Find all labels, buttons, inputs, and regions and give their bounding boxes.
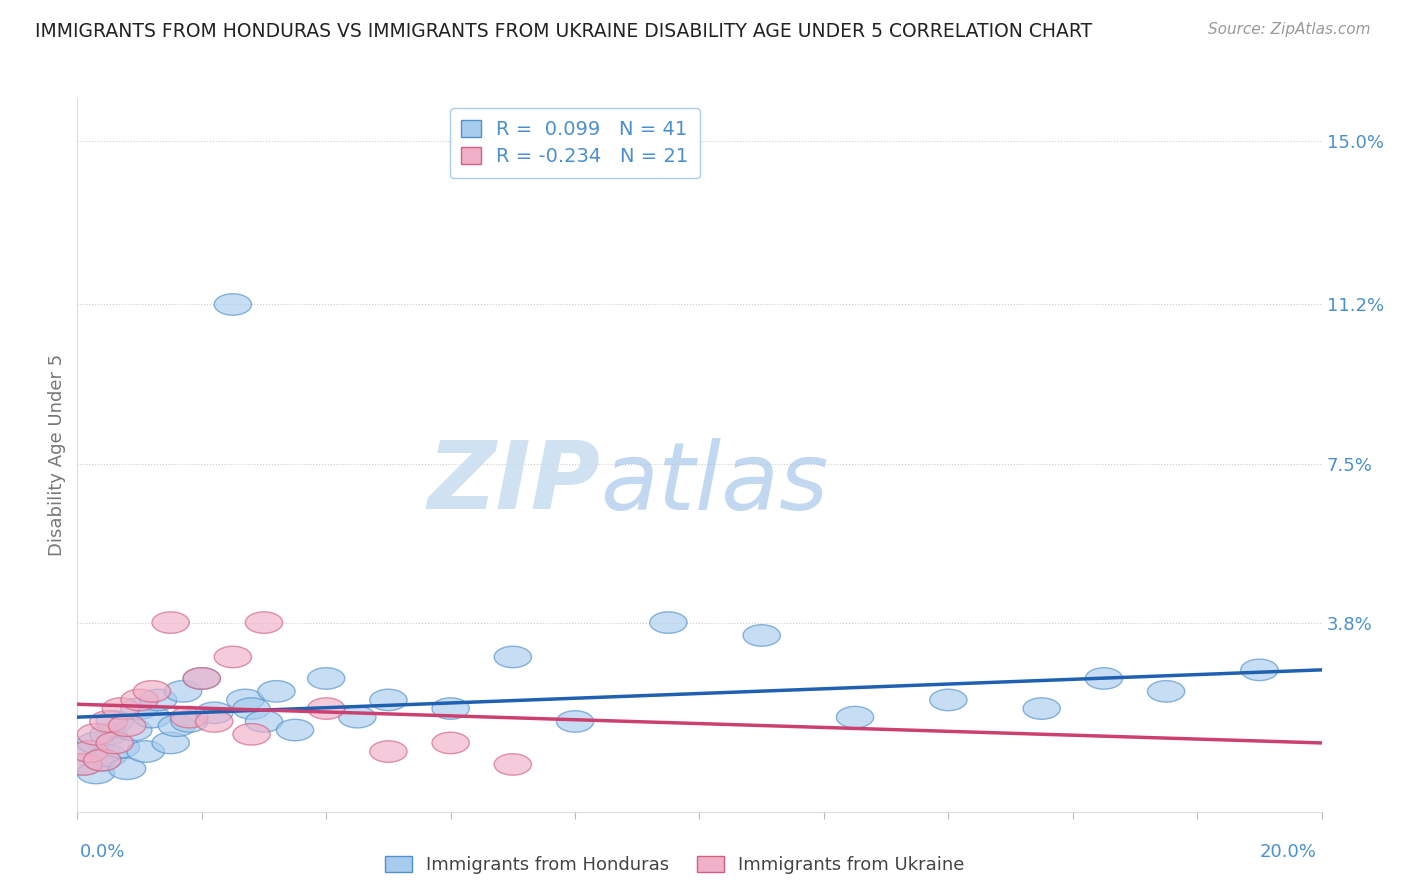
- Ellipse shape: [837, 706, 873, 728]
- Ellipse shape: [96, 711, 134, 732]
- Ellipse shape: [308, 698, 344, 719]
- Ellipse shape: [72, 740, 108, 763]
- Ellipse shape: [557, 711, 593, 732]
- Ellipse shape: [65, 754, 103, 775]
- Text: 0.0%: 0.0%: [80, 843, 125, 861]
- Ellipse shape: [1240, 659, 1278, 681]
- Ellipse shape: [108, 758, 146, 780]
- Ellipse shape: [65, 754, 103, 775]
- Ellipse shape: [195, 702, 233, 723]
- Ellipse shape: [170, 711, 208, 732]
- Legend: Immigrants from Honduras, Immigrants from Ukraine: Immigrants from Honduras, Immigrants fro…: [378, 848, 972, 881]
- Ellipse shape: [1024, 698, 1060, 719]
- Ellipse shape: [432, 732, 470, 754]
- Ellipse shape: [214, 646, 252, 668]
- Ellipse shape: [339, 706, 375, 728]
- Ellipse shape: [103, 737, 139, 758]
- Ellipse shape: [245, 612, 283, 633]
- Ellipse shape: [1147, 681, 1185, 702]
- Ellipse shape: [83, 749, 121, 771]
- Ellipse shape: [742, 624, 780, 646]
- Ellipse shape: [127, 740, 165, 763]
- Ellipse shape: [152, 732, 190, 754]
- Ellipse shape: [494, 646, 531, 668]
- Y-axis label: Disability Age Under 5: Disability Age Under 5: [48, 354, 66, 556]
- Ellipse shape: [233, 723, 270, 745]
- Ellipse shape: [139, 690, 177, 711]
- Ellipse shape: [183, 668, 221, 690]
- Ellipse shape: [494, 754, 531, 775]
- Ellipse shape: [370, 740, 408, 763]
- Text: Source: ZipAtlas.com: Source: ZipAtlas.com: [1208, 22, 1371, 37]
- Ellipse shape: [159, 715, 195, 737]
- Ellipse shape: [165, 681, 202, 702]
- Ellipse shape: [195, 711, 233, 732]
- Ellipse shape: [245, 711, 283, 732]
- Ellipse shape: [90, 723, 127, 745]
- Ellipse shape: [77, 763, 115, 784]
- Ellipse shape: [929, 690, 967, 711]
- Text: IMMIGRANTS FROM HONDURAS VS IMMIGRANTS FROM UKRAINE DISABILITY AGE UNDER 5 CORRE: IMMIGRANTS FROM HONDURAS VS IMMIGRANTS F…: [35, 22, 1092, 41]
- Ellipse shape: [152, 612, 190, 633]
- Ellipse shape: [432, 698, 470, 719]
- Ellipse shape: [650, 612, 688, 633]
- Ellipse shape: [108, 715, 146, 737]
- Ellipse shape: [308, 668, 344, 690]
- Ellipse shape: [72, 740, 108, 763]
- Ellipse shape: [90, 745, 127, 766]
- Ellipse shape: [134, 706, 170, 728]
- Text: ZIP: ZIP: [427, 437, 600, 530]
- Ellipse shape: [183, 668, 221, 690]
- Ellipse shape: [103, 698, 139, 719]
- Ellipse shape: [226, 690, 264, 711]
- Ellipse shape: [214, 293, 252, 315]
- Text: 20.0%: 20.0%: [1260, 843, 1316, 861]
- Ellipse shape: [1085, 668, 1122, 690]
- Ellipse shape: [121, 698, 159, 719]
- Text: atlas: atlas: [600, 438, 828, 529]
- Ellipse shape: [233, 698, 270, 719]
- Ellipse shape: [134, 681, 170, 702]
- Ellipse shape: [90, 711, 127, 732]
- Ellipse shape: [170, 706, 208, 728]
- Ellipse shape: [83, 749, 121, 771]
- Ellipse shape: [121, 690, 159, 711]
- Ellipse shape: [370, 690, 408, 711]
- Ellipse shape: [277, 719, 314, 740]
- Ellipse shape: [96, 732, 134, 754]
- Ellipse shape: [115, 719, 152, 740]
- Ellipse shape: [257, 681, 295, 702]
- Ellipse shape: [77, 732, 115, 754]
- Ellipse shape: [77, 723, 115, 745]
